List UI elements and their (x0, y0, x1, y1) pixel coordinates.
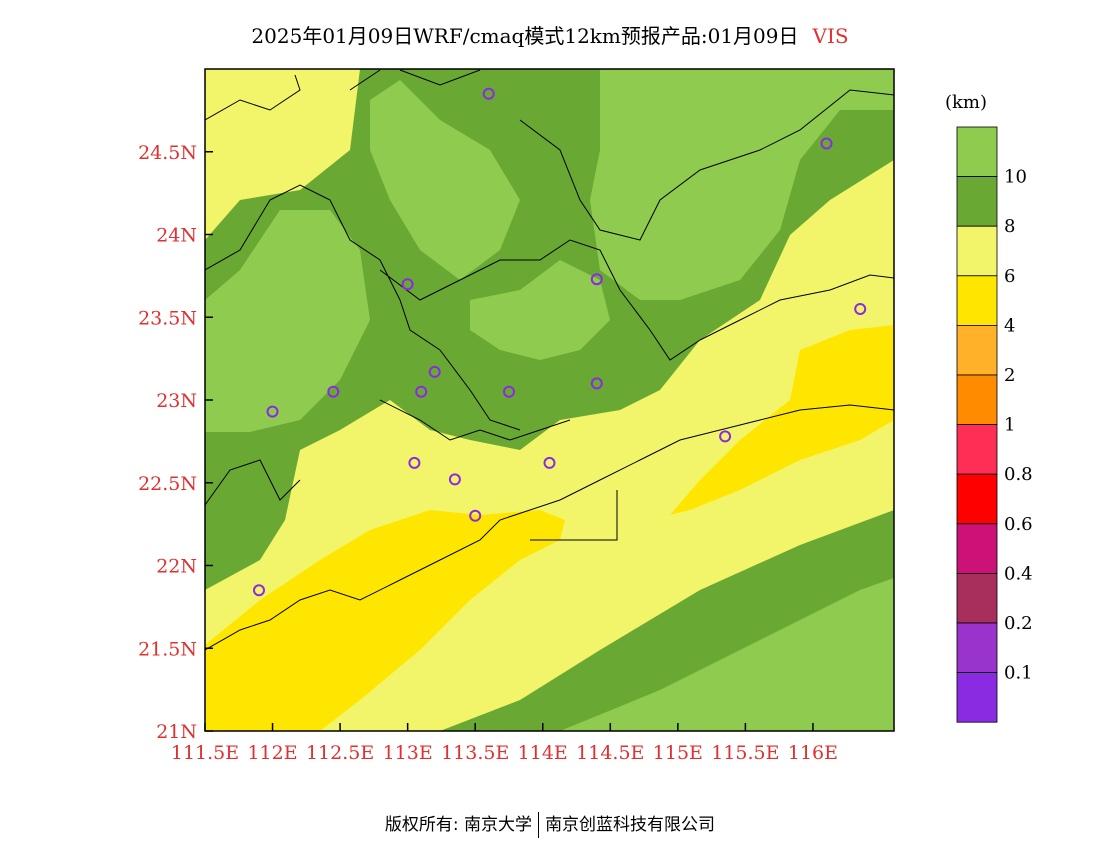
field-light-green-north (370, 80, 520, 280)
lat-tick-label: 24N (156, 225, 197, 247)
colorbar-label: 0.4 (1004, 563, 1033, 584)
colorbar-swatch (956, 324, 998, 376)
station-marker (590, 273, 603, 286)
field-yellow-east (670, 325, 894, 515)
lon-tick-label: 115E (653, 742, 703, 764)
station-markers (253, 87, 867, 597)
colorbar-swatch (956, 523, 998, 574)
admin-boundaries (205, 69, 894, 651)
lon-tick-label: 112.5E (306, 742, 374, 764)
station-marker (327, 385, 340, 398)
lon-tick-label: 111.5E (171, 742, 239, 764)
station-marker (408, 456, 421, 469)
lon-tick-label: 113E (383, 742, 433, 764)
field-light-green-sea (560, 578, 894, 731)
colorbar-swatch (956, 473, 998, 525)
colorbar: (km) 10 8 6 4 2 1 0.8 0.6 0.4 0.2 0.1 (945, 92, 1033, 723)
lon-tick-label: 116E (788, 742, 838, 764)
lat-tick-label: 21.5N (138, 638, 197, 660)
station-marker (448, 473, 461, 486)
variable-label: VIS (812, 24, 849, 48)
copyright-line: 版权所有: 南京大学 南京创蓝科技有限公司 (0, 810, 1100, 838)
station-marker (415, 385, 428, 398)
colorbar-label: 0.6 (1004, 514, 1033, 535)
lat-tick-label: 21N (156, 721, 197, 743)
axis-ticks: 111.5E 112E 112.5E 113E 113.5E 114E 114.5E 115E… (138, 142, 838, 764)
lat-tick-label: 24.5N (138, 142, 197, 164)
colorbar-swatch (956, 622, 998, 673)
station-marker (543, 456, 556, 469)
colorbar-label: 0.1 (1004, 663, 1033, 684)
map-title: 2025年01月09日WRF/cmaq模式12km预报产品:01月09日 VIS (0, 20, 1100, 49)
station-marker (469, 509, 482, 522)
station-marker (401, 278, 414, 291)
colorbar-swatch (956, 275, 998, 326)
lat-tick-label: 23.5N (138, 307, 197, 329)
colorbar-label: 10 (1004, 167, 1027, 188)
station-marker (590, 377, 603, 390)
station-marker (820, 137, 833, 150)
colorbar-label: 1 (1004, 415, 1015, 436)
lon-tick-label: 114.5E (576, 742, 644, 764)
colorbar-swatch (956, 424, 998, 475)
colorbar-swatch (956, 573, 998, 624)
lon-tick-label: 114E (518, 742, 568, 764)
colorbar-swatch (956, 374, 998, 425)
colorbar-label: 6 (1004, 266, 1015, 287)
colorbar-label: 4 (1004, 315, 1015, 336)
colorbar-swatch (956, 176, 998, 227)
lat-tick-label: 22N (156, 556, 197, 578)
lon-tick-label: 112E (247, 742, 297, 764)
colorbar-swatch (956, 672, 998, 723)
lon-tick-label: 115.5E (711, 742, 779, 764)
station-marker (719, 430, 732, 443)
title-text: 2025年01月09日WRF/cmaq模式12km预报产品:01月09日 (251, 24, 799, 48)
lat-tick-label: 22.5N (138, 473, 197, 495)
copyright-separator (538, 812, 540, 838)
colorbar-swatch (956, 225, 998, 277)
unit-label: (km) (945, 92, 987, 113)
station-marker (253, 584, 265, 597)
field-light-green-northeast (590, 69, 894, 300)
copyright-left: 版权所有: 南京大学 (384, 815, 533, 835)
field-light-green-west (205, 210, 370, 432)
station-marker (266, 405, 279, 418)
visibility-field (205, 69, 894, 731)
station-marker (428, 365, 441, 378)
colorbar-label: 0.8 (1004, 464, 1033, 485)
colorbar-label: 8 (1004, 216, 1015, 237)
station-marker (503, 385, 515, 398)
colorbar-label: 2 (1004, 365, 1015, 386)
station-marker (482, 87, 495, 100)
field-yellow-southwest (205, 510, 565, 731)
station-marker (854, 303, 867, 315)
copyright-right: 南京创蓝科技有限公司 (545, 815, 716, 835)
lon-tick-label: 113.5E (441, 742, 509, 764)
field-light-green-center (470, 260, 610, 360)
colorbar-swatch (956, 126, 998, 177)
lat-tick-label: 23N (156, 390, 197, 412)
colorbar-label: 0.2 (1004, 613, 1033, 634)
